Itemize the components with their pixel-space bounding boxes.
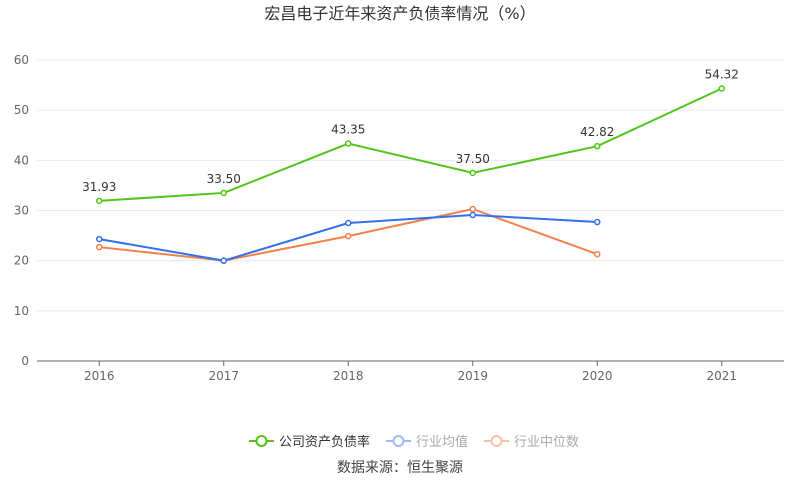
x-tick-label: 2020 — [582, 369, 613, 383]
chart-title: 宏昌电子近年来资产负债率情况（%） — [264, 4, 535, 23]
legend-circle-icon — [490, 435, 503, 447]
legend-label: 行业均值 — [416, 434, 468, 450]
x-tick-label: 2021 — [706, 369, 737, 383]
y-tick-label: 30 — [14, 204, 29, 218]
y-tick-label: 20 — [14, 254, 29, 268]
data-point[interactable] — [594, 218, 601, 226]
legend-circle-icon — [255, 435, 268, 447]
data-point[interactable] — [469, 211, 476, 219]
y-tick-label: 40 — [14, 153, 29, 167]
legend-circle-icon — [392, 435, 405, 447]
data-label: 31.93 — [82, 180, 116, 194]
x-tick-label: 2018 — [333, 369, 364, 383]
data-label: 54.32 — [705, 67, 739, 81]
x-tick-label: 2017 — [208, 369, 239, 383]
data-label: 33.50 — [207, 172, 241, 186]
data-point[interactable] — [345, 232, 352, 240]
data-point[interactable] — [96, 235, 103, 243]
x-tick-label: 2019 — [457, 369, 488, 383]
data-point[interactable] — [345, 219, 352, 227]
data-point[interactable] — [469, 169, 476, 177]
legend-label: 公司资产负债率 — [279, 434, 370, 450]
data-label: 37.50 — [456, 152, 490, 166]
series-line — [99, 87, 723, 202]
y-tick-label: 10 — [14, 304, 29, 318]
legend-label: 行业中位数 — [514, 435, 579, 450]
data-point[interactable] — [718, 85, 725, 92]
data-label: 42.82 — [580, 125, 614, 139]
legend-item[interactable]: 公司资产负债率 — [249, 434, 370, 450]
data-point[interactable] — [220, 257, 227, 264]
data-point[interactable] — [594, 250, 601, 258]
x-tick-label: 2016 — [84, 369, 115, 383]
data-point[interactable] — [345, 140, 352, 147]
data-point[interactable] — [96, 243, 103, 251]
data-point[interactable] — [220, 189, 227, 197]
data-point[interactable] — [594, 142, 601, 150]
data-point[interactable] — [96, 197, 103, 205]
y-tick-label: 60 — [14, 53, 29, 67]
legend-item[interactable]: 行业均值 — [386, 434, 468, 450]
y-tick-label: 0 — [21, 354, 29, 368]
y-tick-label: 50 — [14, 103, 29, 117]
data-point[interactable] — [469, 205, 476, 213]
legend-item[interactable]: 行业中位数 — [484, 435, 579, 450]
data-label: 43.35 — [331, 123, 365, 137]
data-source: 数据来源：恒生聚源 — [337, 460, 463, 476]
